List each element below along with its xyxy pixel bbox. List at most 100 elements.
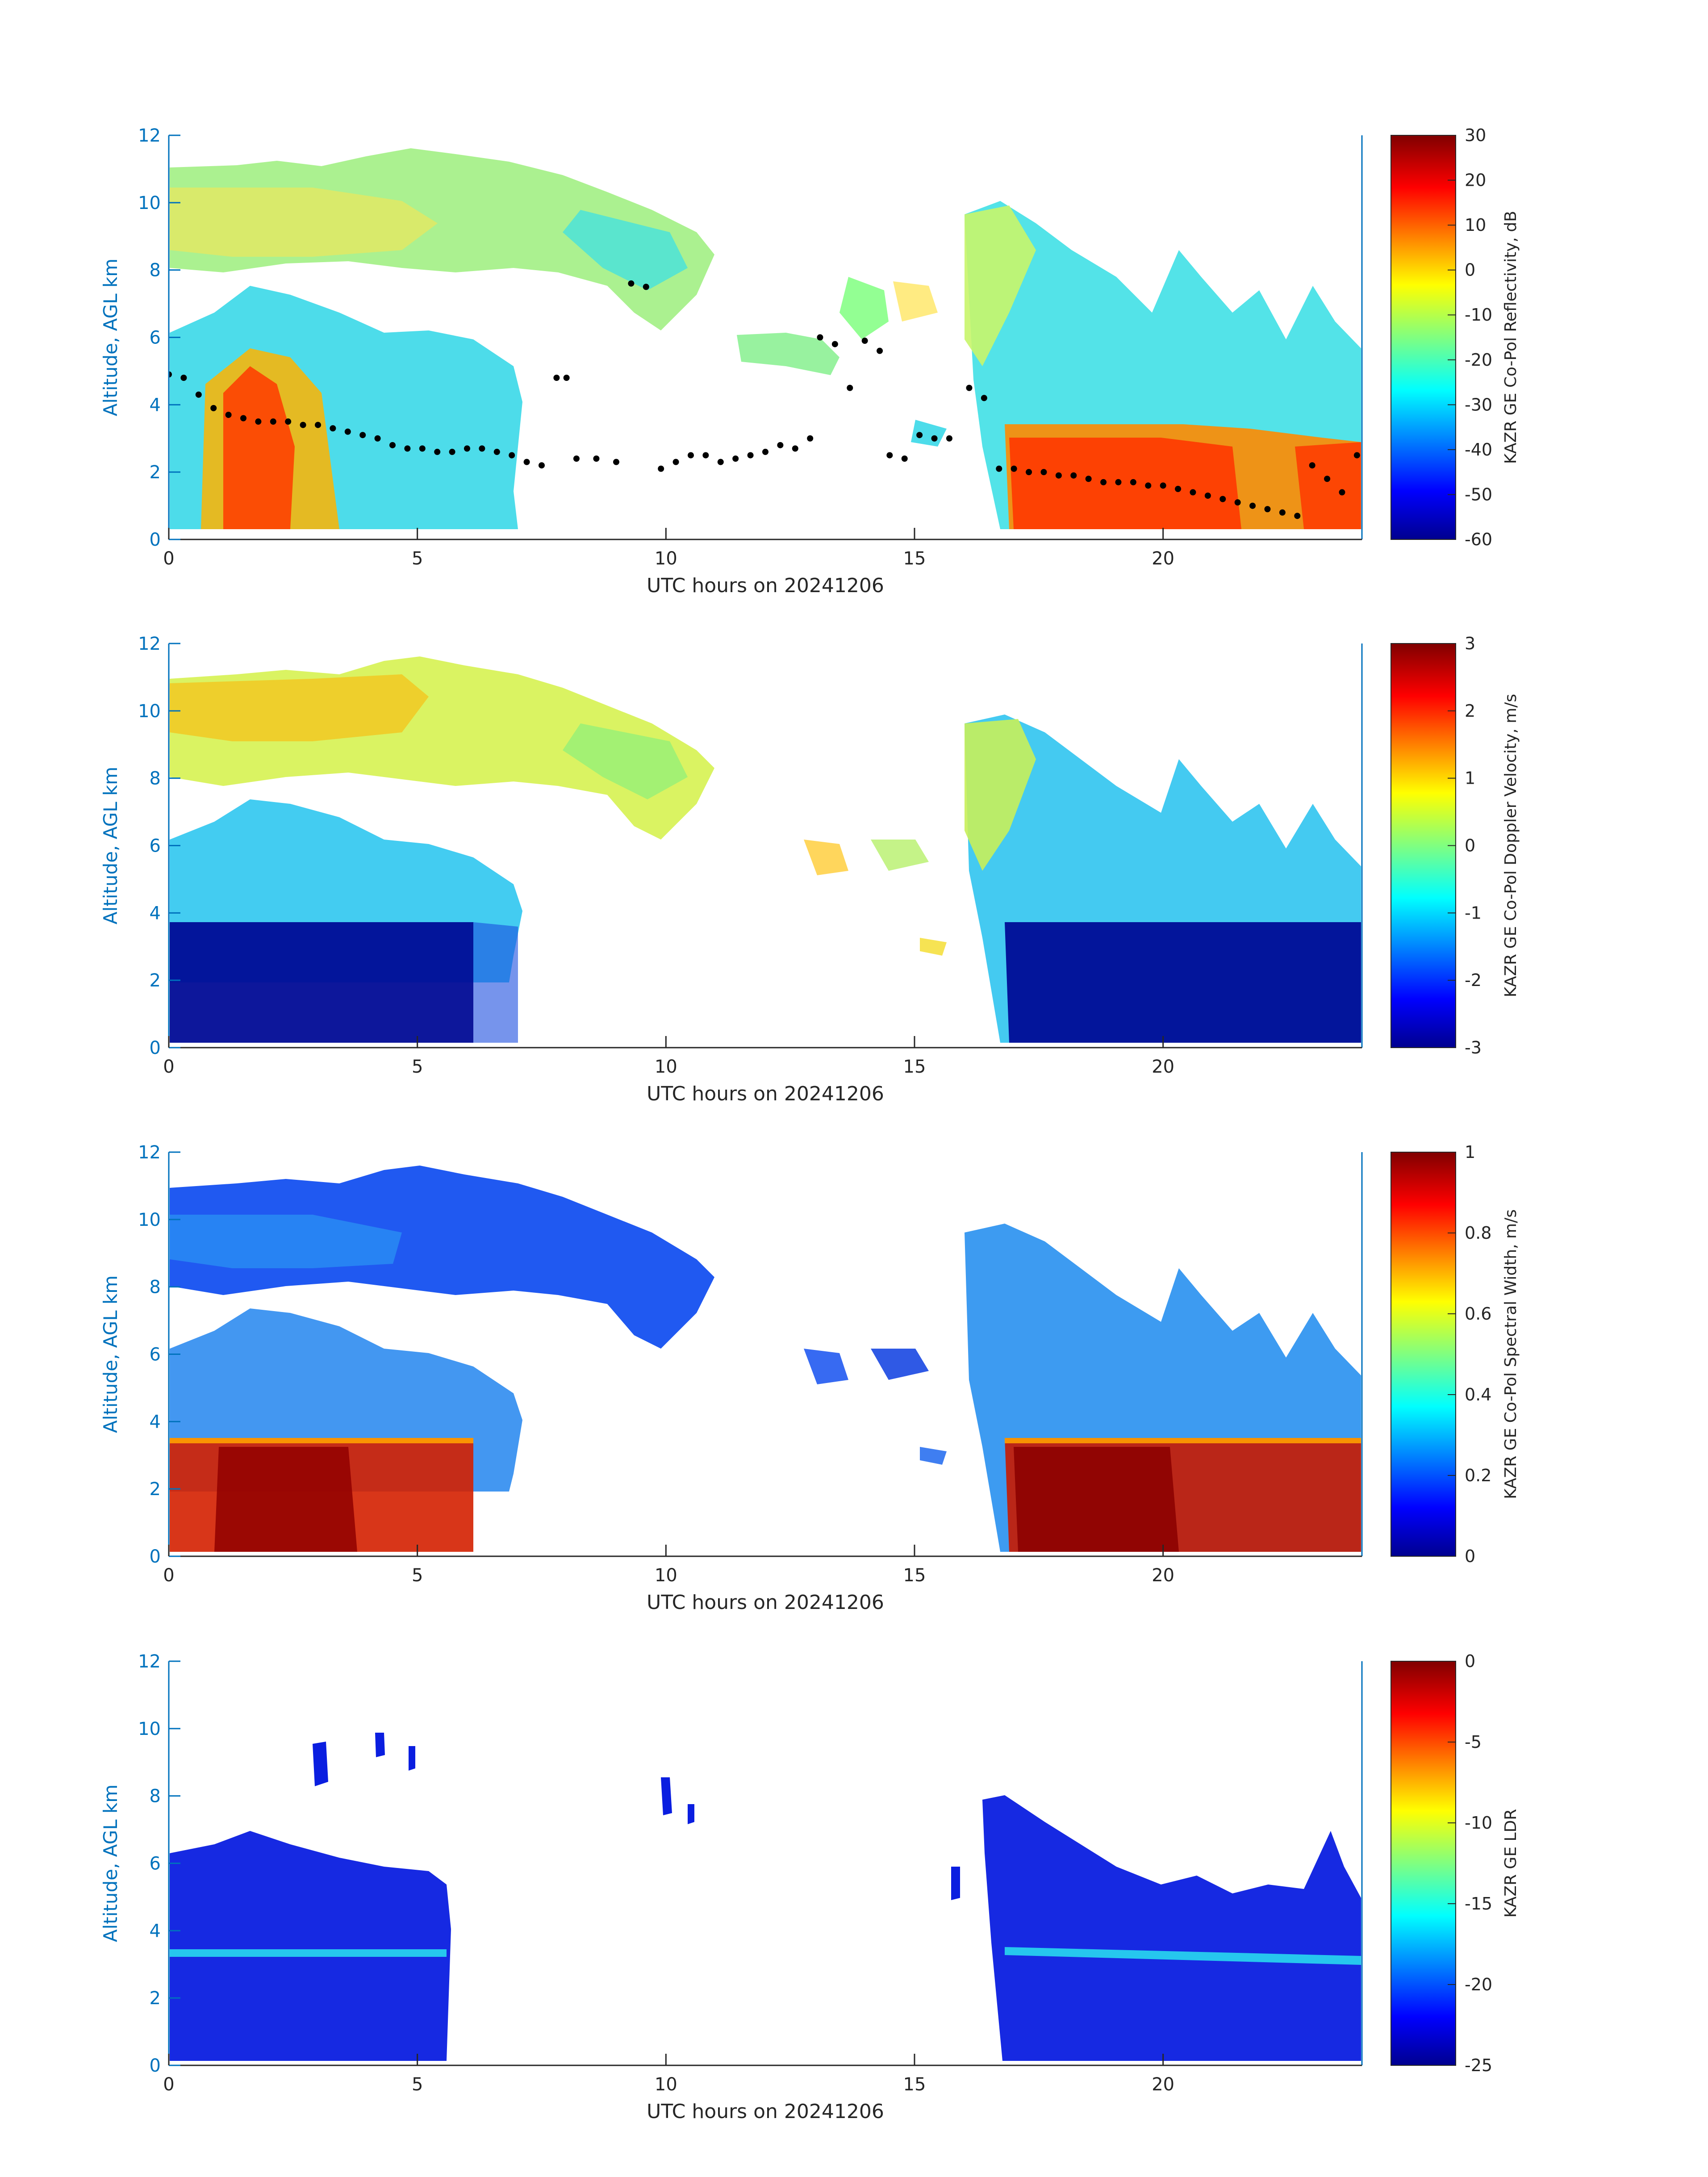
width-midday-cells — [804, 1349, 947, 1465]
colorbar-tick-label: -20 — [1465, 1975, 1492, 1994]
x-tick-label: 0 — [163, 1565, 174, 1586]
cloud-base-point — [747, 452, 754, 459]
cloud-base-point — [658, 465, 664, 472]
cloud-base-point — [573, 455, 580, 462]
cloud-base-point — [1070, 472, 1077, 479]
colorbar-tick-label: -10 — [1465, 1813, 1492, 1833]
ldr-upper-fragments — [313, 1733, 960, 1900]
x-tick-label: 20 — [1152, 548, 1174, 569]
x-tick-label: 10 — [655, 2074, 677, 2095]
y-tick-label: 2 — [150, 1988, 161, 2009]
y-tick-label: 4 — [150, 903, 161, 923]
colorbar-tick-label: -50 — [1465, 485, 1492, 504]
y-tick-label: 0 — [150, 1546, 161, 1567]
cloud-base-point — [1115, 479, 1122, 485]
cloud-base-point — [1324, 476, 1331, 482]
colorbar — [1391, 1152, 1456, 1557]
x-tick-label: 15 — [903, 1057, 926, 1077]
colorbar — [1391, 1661, 1456, 2066]
cloud-base-point — [807, 435, 814, 442]
x-axis-label: UTC hours on 20241206 — [647, 574, 884, 597]
reflectivity-cloud-base-points — [169, 280, 1360, 519]
cloud-base-point — [1175, 485, 1182, 492]
cloud-base-point — [593, 455, 600, 462]
cloud-base-point — [792, 445, 798, 452]
cloud-base-point — [672, 459, 679, 465]
cloud-base-point — [886, 452, 893, 459]
cloud-base-point — [374, 435, 381, 442]
y-axis-label: Altitude, AGL km — [100, 767, 121, 924]
cloud-base-point — [1353, 452, 1360, 459]
colorbar-tick-label: 30 — [1465, 125, 1486, 145]
cloud-base-point — [946, 435, 952, 442]
colorbar-tick-label: 20 — [1465, 171, 1486, 190]
cloud-base-point — [1190, 489, 1196, 496]
cloud-base-point — [643, 284, 649, 290]
y-tick-label: 8 — [150, 260, 161, 281]
cloud-base-point — [1264, 506, 1271, 513]
colorbar-tick-label: 0.2 — [1465, 1466, 1491, 1485]
x-tick-label: 15 — [903, 1565, 926, 1586]
width-afternoon-system — [965, 1224, 1361, 1552]
cloud-base-point — [330, 425, 336, 432]
cloud-base-point — [1204, 492, 1211, 499]
velocity-upper-deck — [170, 656, 714, 840]
cloud-base-point — [877, 347, 883, 354]
cloud-base-point — [1040, 469, 1047, 476]
ldr-heatmap — [170, 1733, 1361, 2061]
cloud-base-point — [1130, 479, 1136, 485]
y-tick-label: 6 — [150, 836, 161, 857]
y-tick-label: 8 — [150, 1277, 161, 1298]
cloud-base-point — [1294, 513, 1301, 519]
y-tick-label: 10 — [138, 701, 161, 722]
colorbar-tick-label: 0 — [1465, 836, 1475, 856]
colorbar-tick-label: -3 — [1465, 1038, 1482, 1057]
x-tick-label: 0 — [163, 2074, 174, 2095]
cloud-base-point — [966, 384, 973, 391]
cloud-base-point — [847, 384, 853, 391]
cloud-base-point — [539, 462, 545, 469]
panel-reflectivity — [169, 148, 1361, 529]
axes-panel-4: 0 2 4 6 8 10 12 0 5 10 15 20 UTC hours on 20241206 Al… — [100, 1651, 1520, 2123]
colorbar-tick-label: -60 — [1465, 530, 1492, 549]
width-heatmap — [170, 1166, 1361, 1552]
colorbar-tick-label: 10 — [1465, 215, 1486, 235]
x-tick-label: 15 — [903, 548, 926, 569]
cloud-base-point — [563, 375, 570, 381]
cloud-base-point — [1249, 502, 1256, 509]
cloud-base-point — [270, 418, 276, 425]
cloud-base-point — [931, 435, 938, 442]
cloud-base-point — [1234, 499, 1241, 506]
reflectivity-lower-deck — [170, 286, 522, 529]
cloud-base-point — [419, 445, 426, 452]
y-tick-label: 4 — [150, 1921, 161, 1941]
y-tick-label: 8 — [150, 1786, 161, 1807]
cloud-base-point — [240, 415, 246, 422]
colorbar-label: KAZR GE Co-Pol Reflectivity, dB — [1502, 211, 1520, 464]
colorbar-label: KAZR GE Co-Pol Spectral Width, m/s — [1502, 1209, 1520, 1499]
x-tick-label: 5 — [412, 1565, 423, 1586]
cloud-base-point — [1309, 462, 1315, 469]
colorbar-label: KAZR GE Co-Pol Doppler Velocity, m/s — [1502, 694, 1520, 997]
cloud-base-point — [702, 452, 709, 459]
x-tick-label: 10 — [655, 1565, 677, 1586]
y-tick-label: 4 — [150, 1412, 161, 1432]
cloud-base-point — [169, 371, 172, 378]
cloud-base-point — [255, 418, 262, 425]
y-tick-label: 6 — [150, 328, 161, 348]
cloud-base-point — [762, 448, 768, 455]
y-tick-label: 10 — [138, 193, 161, 213]
axes-root: 0 2 4 6 8 10 12 0 5 10 15 20 UTC hours on 20241206 Al… — [100, 125, 1520, 2123]
colorbar-tick-label: 0.6 — [1465, 1304, 1491, 1324]
cloud-base-point — [195, 391, 202, 398]
ldr-afternoon-system — [982, 1795, 1361, 2061]
y-axis-label: Altitude, AGL km — [100, 259, 121, 416]
y-tick-label: 12 — [138, 634, 161, 654]
panel-doppler-velocity — [170, 656, 1361, 1043]
cloud-base-point — [404, 445, 411, 452]
cloud-base-point — [389, 442, 396, 448]
panel-spectral-width — [170, 1166, 1361, 1552]
x-tick-label: 10 — [655, 1057, 677, 1077]
